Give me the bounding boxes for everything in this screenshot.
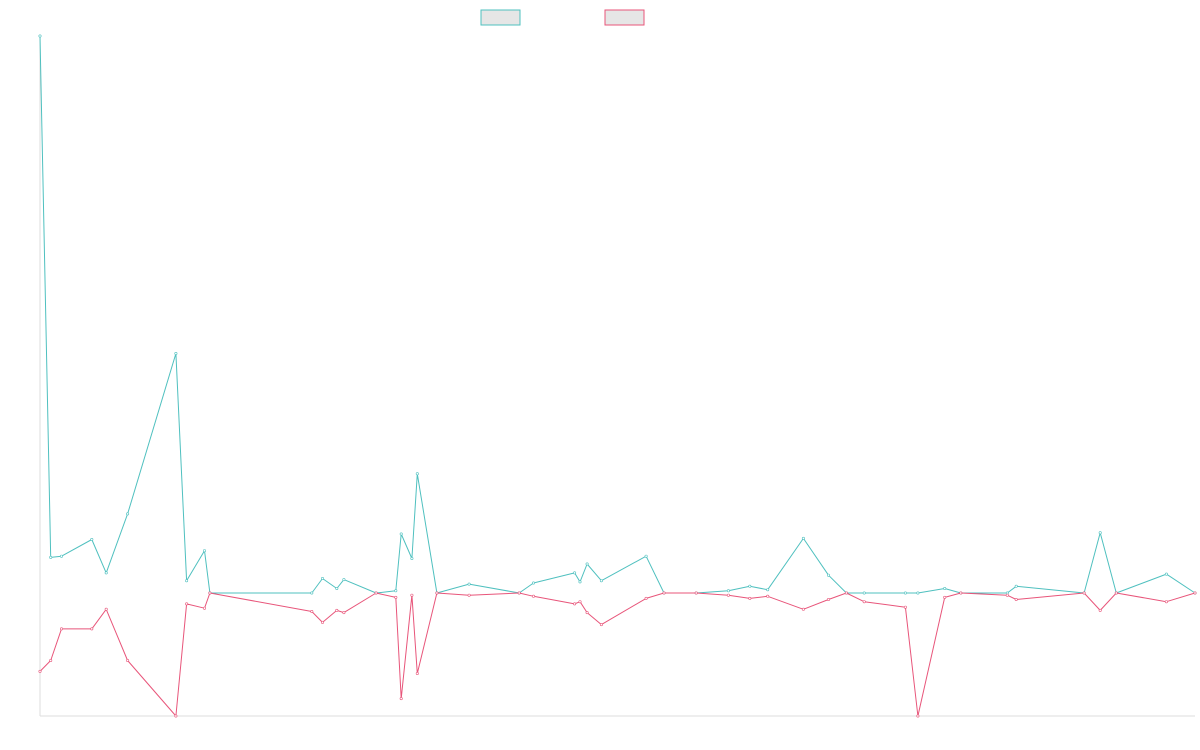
data-point[interactable] <box>126 658 130 662</box>
data-point[interactable] <box>174 714 178 718</box>
data-point[interactable] <box>467 582 471 586</box>
legend[interactable] <box>480 9 645 26</box>
data-point[interactable] <box>943 595 947 599</box>
series-2 <box>38 591 1197 718</box>
data-point[interactable] <box>531 594 535 598</box>
data-point[interactable] <box>104 571 108 575</box>
data-point[interactable] <box>467 593 471 597</box>
data-point[interactable] <box>49 658 53 662</box>
data-point[interactable] <box>410 556 414 560</box>
data-point[interactable] <box>585 562 589 566</box>
data-point[interactable] <box>748 584 752 588</box>
data-point[interactable] <box>90 627 94 631</box>
data-point[interactable] <box>1164 600 1168 604</box>
data-point[interactable] <box>374 591 378 595</box>
data-point[interactable] <box>1193 591 1197 595</box>
data-point[interactable] <box>1014 597 1018 601</box>
data-point[interactable] <box>1014 584 1018 588</box>
data-point[interactable] <box>1082 591 1086 595</box>
data-point[interactable] <box>644 596 648 600</box>
data-point[interactable] <box>38 34 42 38</box>
data-point[interactable] <box>399 532 403 536</box>
data-point[interactable] <box>208 591 212 595</box>
data-point[interactable] <box>726 593 730 597</box>
data-point[interactable] <box>573 571 577 575</box>
data-point[interactable] <box>1164 572 1168 576</box>
series-layer <box>38 34 1197 718</box>
data-point[interactable] <box>59 554 63 558</box>
data-point[interactable] <box>531 581 535 585</box>
data-point[interactable] <box>1098 531 1102 535</box>
legend-swatch-1[interactable] <box>480 9 521 26</box>
data-point[interactable] <box>959 591 963 595</box>
data-point[interactable] <box>104 607 108 611</box>
data-point[interactable] <box>126 512 130 516</box>
data-point[interactable] <box>766 588 770 592</box>
data-point[interactable] <box>203 549 207 553</box>
data-point[interactable] <box>435 591 439 595</box>
data-point[interactable] <box>748 596 752 600</box>
data-point[interactable] <box>415 472 419 476</box>
data-point[interactable] <box>599 579 603 583</box>
data-point[interactable] <box>801 607 805 611</box>
data-point[interactable] <box>1114 591 1118 595</box>
data-point[interactable] <box>943 586 947 590</box>
data-point[interactable] <box>410 593 414 597</box>
data-point[interactable] <box>415 671 419 675</box>
data-point[interactable] <box>59 627 63 631</box>
data-point[interactable] <box>585 611 589 615</box>
data-point[interactable] <box>399 697 403 701</box>
legend-swatch-2[interactable] <box>604 9 645 26</box>
data-point[interactable] <box>599 623 603 627</box>
data-point[interactable] <box>310 591 314 595</box>
data-point[interactable] <box>517 591 521 595</box>
data-point[interactable] <box>862 600 866 604</box>
data-point[interactable] <box>394 589 398 593</box>
data-point[interactable] <box>903 591 907 595</box>
data-point[interactable] <box>320 620 324 624</box>
data-point[interactable] <box>185 579 189 583</box>
data-point[interactable] <box>203 606 207 610</box>
series-line-2 <box>39 592 1196 717</box>
data-point[interactable] <box>90 537 94 541</box>
data-point[interactable] <box>185 602 189 606</box>
data-point[interactable] <box>903 605 907 609</box>
data-point[interactable] <box>644 554 648 558</box>
data-point[interactable] <box>844 591 848 595</box>
data-point[interactable] <box>1098 608 1102 612</box>
data-point[interactable] <box>801 536 805 540</box>
data-point[interactable] <box>49 555 53 559</box>
series-line-1 <box>39 35 1196 594</box>
data-point[interactable] <box>826 597 830 601</box>
data-point[interactable] <box>174 351 178 355</box>
data-point[interactable] <box>394 595 398 599</box>
data-point[interactable] <box>573 602 577 606</box>
series-1 <box>38 34 1197 595</box>
data-point[interactable] <box>916 591 920 595</box>
data-point[interactable] <box>38 669 42 673</box>
data-point[interactable] <box>694 591 698 595</box>
data-point[interactable] <box>662 591 666 595</box>
axes <box>39 36 1195 717</box>
data-point[interactable] <box>578 600 582 604</box>
data-point[interactable] <box>320 576 324 580</box>
data-point[interactable] <box>862 591 866 595</box>
data-point[interactable] <box>1005 593 1009 597</box>
data-point[interactable] <box>342 578 346 582</box>
data-point[interactable] <box>342 611 346 615</box>
data-point[interactable] <box>335 608 339 612</box>
data-point[interactable] <box>726 589 730 593</box>
data-point[interactable] <box>766 594 770 598</box>
data-point[interactable] <box>578 580 582 584</box>
data-point[interactable] <box>335 586 339 590</box>
data-point[interactable] <box>916 714 920 718</box>
data-point[interactable] <box>310 609 314 613</box>
data-point[interactable] <box>826 573 830 577</box>
